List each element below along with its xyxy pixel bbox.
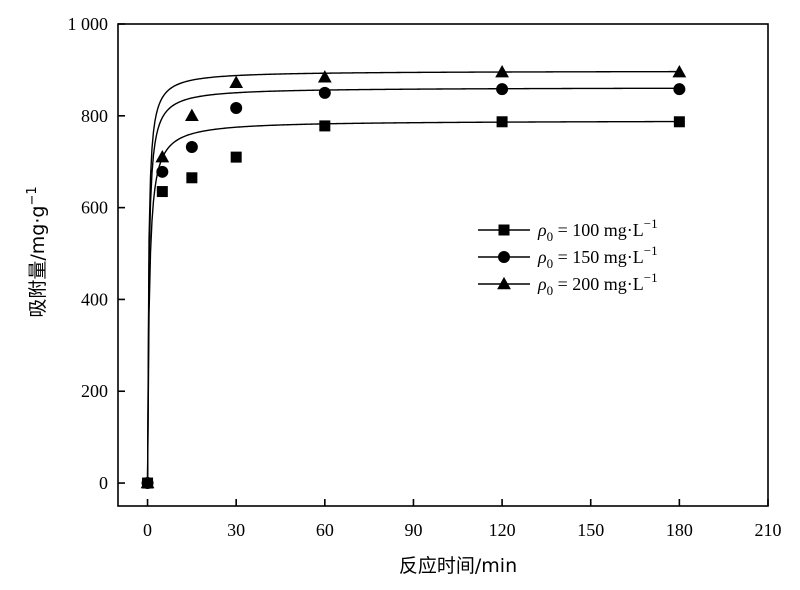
x-tick-label: 120 [489,520,516,540]
fit-curve [146,120,680,484]
triangle-data-point [184,108,199,122]
y-axis-title: 吸附量/mg·g−1 [25,186,49,317]
square-data-point [156,186,168,198]
legend-triangle-marker [497,276,511,290]
x-axis-title: 反应时间/min [399,555,517,577]
x-tick-label: 180 [666,520,693,540]
triangle-data-point [672,65,687,78]
triangle-data-point [155,149,170,163]
x-tick-label: 30 [227,520,245,540]
y-tick-label: 600 [81,198,108,218]
triangle-data-point [140,475,155,489]
circle-data-point [318,86,331,99]
legend-label: ρ0 = 100 mg·L−1 [537,216,658,244]
legend-square-marker [498,224,510,236]
legend-label: ρ0 = 150 mg·L−1 [537,243,658,271]
plot-area-frame [117,23,769,507]
circle-data-point [185,141,198,154]
y-tick-label: 800 [81,106,108,126]
square-data-point [186,172,198,184]
triangle-data-point [317,70,332,83]
fit-curve [146,70,680,484]
triangle-data-point [229,75,244,88]
y-tick-label: 400 [81,289,108,309]
x-tick-label: 210 [755,520,782,540]
square-data-point [673,116,685,128]
y-tick-label: 0 [99,473,108,493]
y-axis-title-main: 吸附量/mg·g [27,206,49,318]
circle-data-point [496,83,509,96]
square-data-point [230,151,242,163]
legend-circle-marker [498,251,510,263]
y-tick-label: 1 000 [68,14,109,34]
circle-data-point [156,165,169,178]
circle-data-point [673,83,686,96]
y-axis-title-sup: −1 [25,186,40,205]
triangle-data-point [495,65,509,78]
x-tick-label: 90 [404,520,422,540]
x-tick-label: 60 [316,520,334,540]
square-data-point [496,116,508,128]
legend-label: ρ0 = 200 mg·L−1 [537,270,658,298]
y-tick-label: 200 [81,381,108,401]
x-tick-label: 0 [143,520,152,540]
fit-curve [146,87,680,484]
x-tick-label: 150 [577,520,604,540]
square-data-point [319,120,331,132]
circle-data-point [230,102,243,115]
